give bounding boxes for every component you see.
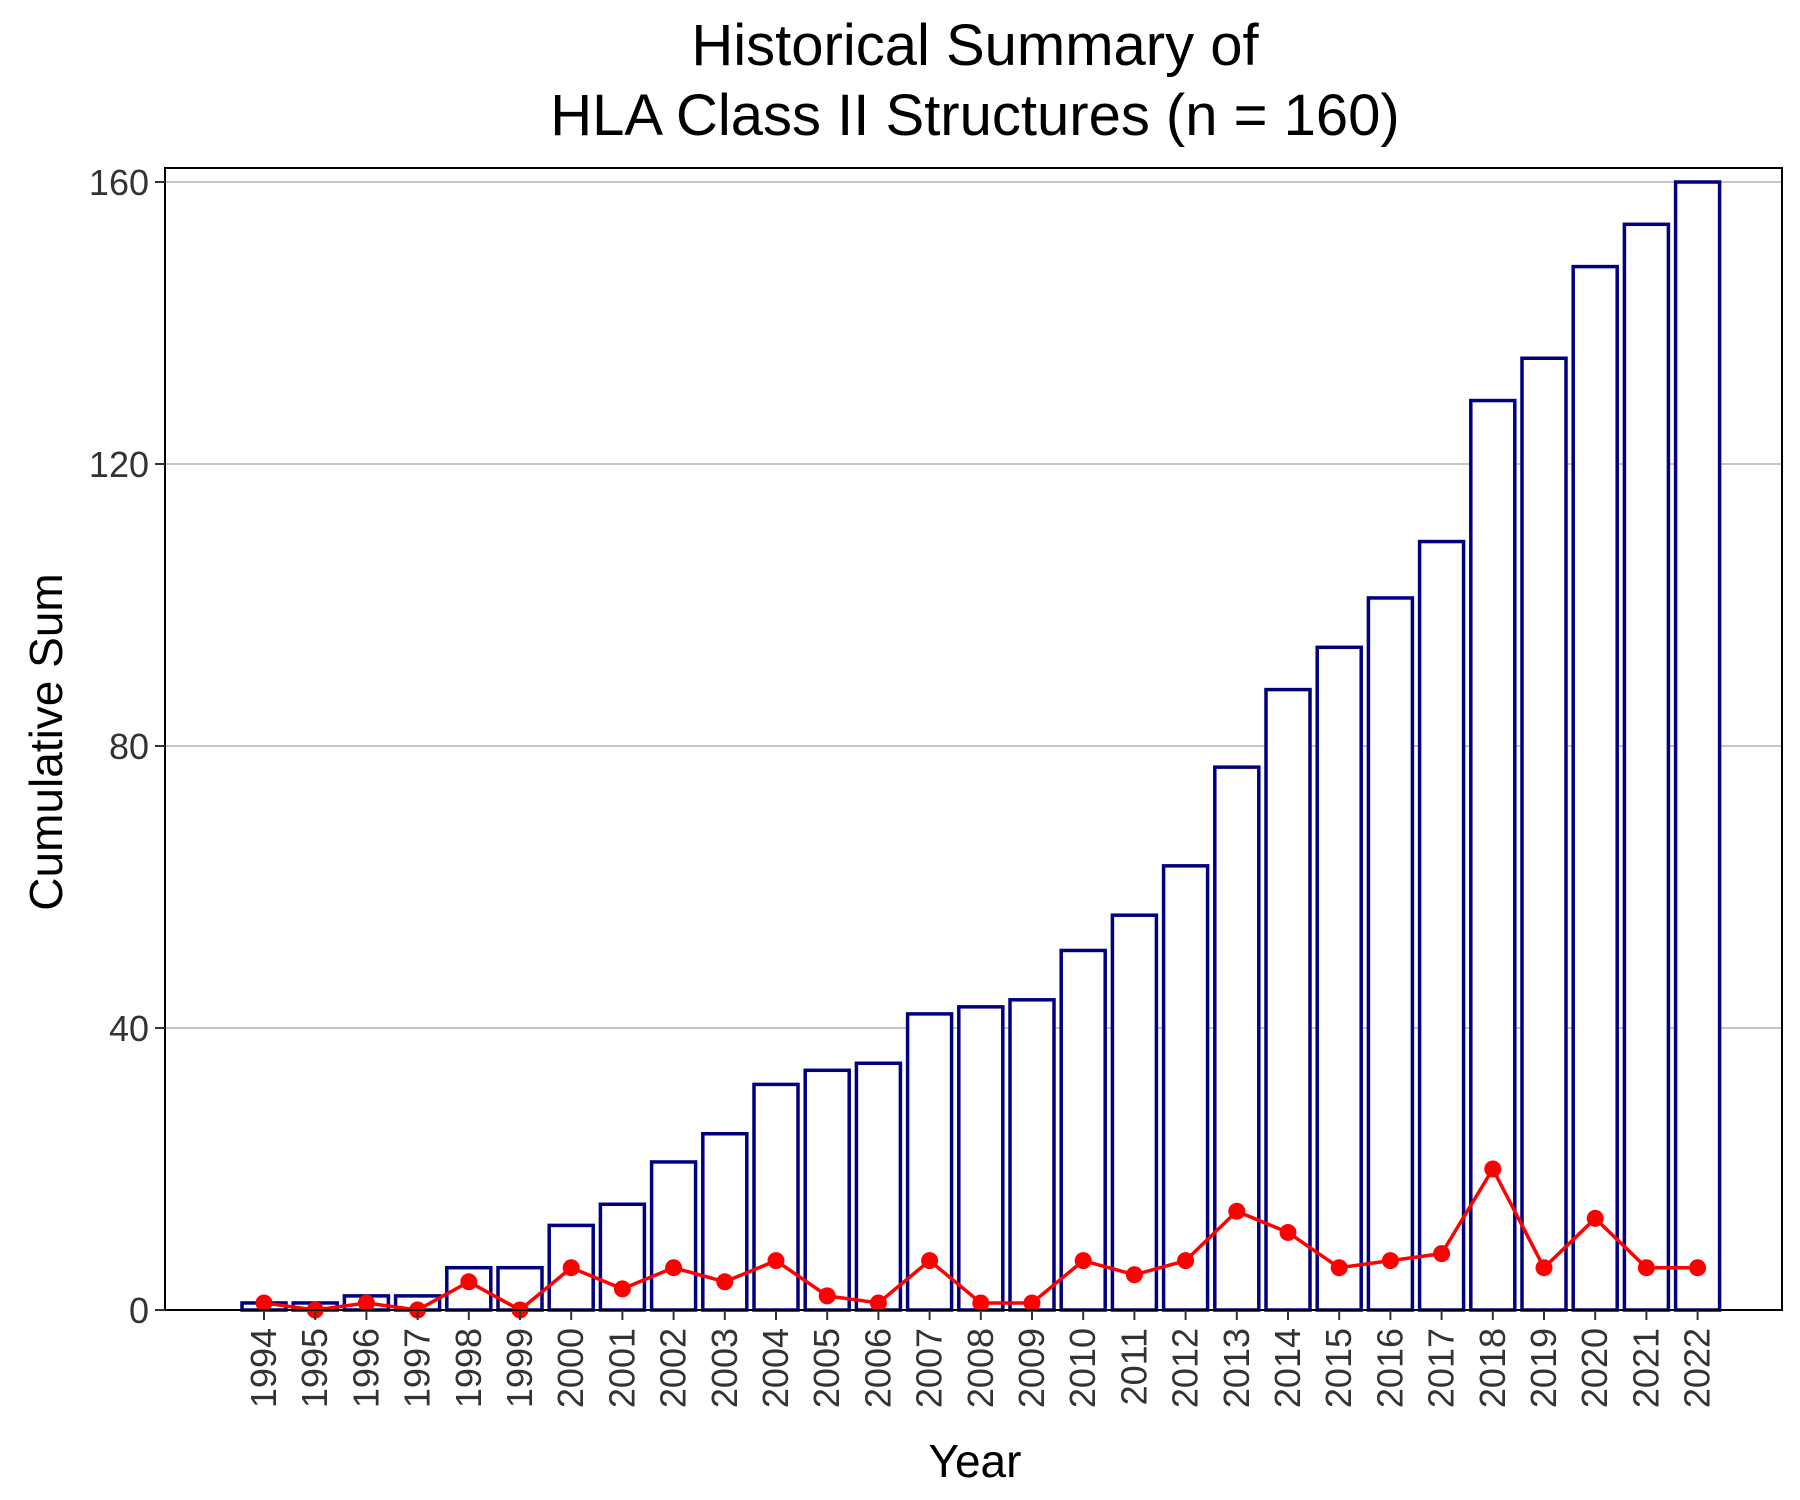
x-tick-label: 2002: [653, 1328, 694, 1408]
bar: [1673, 180, 1722, 1312]
x-tick-label: 2015: [1318, 1328, 1359, 1408]
line-point: [972, 1294, 990, 1312]
line-point: [1023, 1294, 1041, 1312]
x-tick-label: 2005: [806, 1328, 847, 1408]
line-point: [562, 1259, 580, 1277]
line-point: [1433, 1245, 1451, 1263]
x-tick-label: 2018: [1472, 1328, 1513, 1408]
line-series: [255, 1160, 1707, 1319]
line-point: [1637, 1259, 1655, 1277]
bar: [957, 1005, 1005, 1312]
y-tick-label: 40: [109, 1008, 149, 1049]
x-tick-label: 2003: [704, 1328, 745, 1408]
y-tick-label: 120: [89, 444, 149, 485]
x-tick-label: 2010: [1062, 1328, 1103, 1408]
line-point: [716, 1273, 734, 1291]
line-point: [665, 1259, 683, 1277]
y-axis-title: Cumulative Sum: [20, 573, 72, 910]
x-tick-label: 2012: [1165, 1328, 1206, 1408]
chart-title-line-2: HLA Class II Structures (n = 160): [550, 83, 1399, 148]
bar: [1315, 645, 1363, 1312]
x-tick-label: 1997: [397, 1328, 438, 1408]
line-point: [869, 1294, 887, 1312]
bar: [1571, 264, 1619, 1312]
x-tick-label: 2004: [755, 1328, 796, 1408]
y-tick-label: 0: [129, 1290, 149, 1331]
x-tick-label: 1996: [345, 1328, 386, 1408]
y-axis-ticks: 0 40 80 120 160: [89, 162, 165, 1331]
x-tick-label: 2020: [1574, 1328, 1615, 1408]
line-point: [1586, 1209, 1604, 1227]
x-tick-label: 2014: [1267, 1328, 1308, 1408]
line-point: [460, 1273, 478, 1291]
x-tick-label: 2016: [1369, 1328, 1410, 1408]
x-tick-label: 1994: [243, 1328, 284, 1408]
x-tick-label: 2013: [1216, 1328, 1257, 1408]
x-axis-title: Year: [929, 1435, 1022, 1487]
x-tick-label: 2019: [1523, 1328, 1564, 1408]
bar: [649, 1160, 698, 1312]
line-point: [1074, 1252, 1092, 1270]
line-point: [1228, 1202, 1246, 1220]
x-tick-label: 1995: [294, 1328, 335, 1408]
plot-panel-border: [164, 167, 1783, 1311]
chart-title: Historical Summary of HLA Class II Struc…: [550, 13, 1399, 148]
bar: [1520, 356, 1568, 1312]
line-point: [613, 1280, 631, 1298]
bar: [1059, 948, 1107, 1312]
x-tick-label: 2007: [909, 1328, 950, 1408]
x-tick-label: 2009: [1011, 1328, 1052, 1408]
line-point: [767, 1252, 785, 1270]
x-tick-label: 2001: [601, 1328, 642, 1408]
x-tick-label: 2021: [1625, 1328, 1666, 1408]
bar: [1366, 596, 1415, 1312]
bar: [1008, 998, 1056, 1312]
x-tick-label: 1999: [499, 1328, 540, 1408]
bar: [1469, 398, 1517, 1312]
bar: [1622, 222, 1671, 1312]
y-tick-label: 80: [109, 726, 149, 767]
y-tick-label: 160: [89, 162, 149, 203]
x-tick-label: 2000: [550, 1328, 591, 1408]
line-point: [1535, 1259, 1553, 1277]
bar: [1417, 539, 1466, 1312]
x-tick-label: 1998: [448, 1328, 489, 1408]
x-tick-label: 2017: [1421, 1328, 1462, 1408]
x-tick-label: 2011: [1113, 1328, 1154, 1405]
x-tick-label: 2008: [960, 1328, 1001, 1408]
line-point: [1689, 1259, 1707, 1277]
bar: [1264, 687, 1312, 1312]
line-point: [1177, 1252, 1195, 1270]
bar: [752, 1082, 800, 1312]
line-point: [357, 1294, 375, 1312]
line-point: [1279, 1223, 1297, 1241]
x-tick-label: 2022: [1677, 1328, 1718, 1408]
line-point: [818, 1287, 836, 1305]
line-point: [1125, 1266, 1143, 1284]
line-point: [921, 1252, 939, 1270]
line-point: [1330, 1259, 1348, 1277]
x-axis-ticks: 1994 1995 1996 1997 1998 1999 2000 2001 2002 2003…: [243, 1310, 1718, 1408]
bar: [854, 1061, 903, 1312]
line-point: [1381, 1252, 1399, 1270]
line-point: [255, 1294, 273, 1312]
bar: [803, 1068, 851, 1312]
chart-title-line-1: Historical Summary of: [691, 13, 1259, 78]
line-point: [1484, 1160, 1502, 1178]
x-tick-label: 2006: [857, 1328, 898, 1408]
bar: [1110, 913, 1159, 1312]
